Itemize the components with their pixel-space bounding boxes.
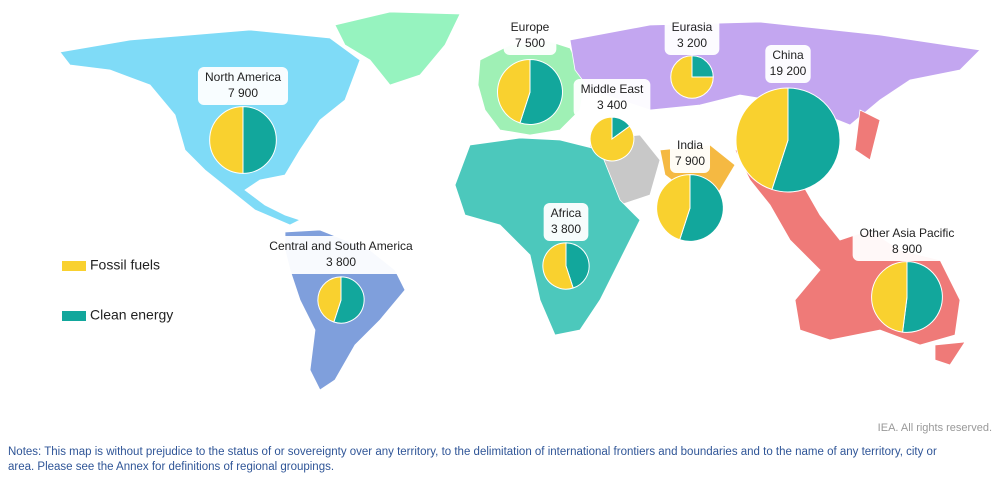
region-name: China xyxy=(772,48,804,62)
pie-slice xyxy=(242,106,277,174)
region-total: 19 200 xyxy=(770,64,807,78)
region-name: Middle East xyxy=(581,82,644,96)
label-box xyxy=(573,79,651,117)
region-name: North America xyxy=(205,70,281,84)
label-box xyxy=(543,203,589,241)
region-name: Eurasia xyxy=(672,20,713,34)
notes: Notes: This map is without prejudice to … xyxy=(8,446,937,458)
region-name: Central and South America xyxy=(269,239,413,253)
pie-slice xyxy=(691,55,714,78)
region-total: 3 400 xyxy=(597,98,627,112)
pie-slice xyxy=(565,242,590,289)
region-total: 3 800 xyxy=(326,255,356,269)
region-label: Eurasia 3 200 xyxy=(664,17,720,55)
region-total: 3 800 xyxy=(551,222,581,236)
region-label: China 19 200 xyxy=(765,45,811,83)
region-name: Other Asia Pacific xyxy=(860,226,955,240)
pie-slice xyxy=(670,55,714,99)
region-total: 7 900 xyxy=(675,154,705,168)
pie-slice xyxy=(542,242,574,290)
label-box xyxy=(197,67,289,105)
pie-slice xyxy=(589,116,635,162)
legend-label: Fossil fuels xyxy=(90,257,160,273)
pie-slice xyxy=(497,58,531,124)
label-box xyxy=(852,223,962,261)
pie-slice xyxy=(679,174,724,242)
notes: area. Please see the Annex for definitio… xyxy=(8,461,334,473)
region-total: 8 900 xyxy=(892,242,922,256)
label-box xyxy=(503,17,557,55)
pie-slice xyxy=(902,261,943,333)
label-box xyxy=(262,236,420,274)
pie-slice xyxy=(209,106,244,174)
label-box xyxy=(664,17,720,55)
label-box xyxy=(765,45,811,83)
region-label: Africa 3 800 xyxy=(543,203,589,241)
region-name: Africa xyxy=(551,206,582,220)
pie-slice xyxy=(771,87,841,193)
legend-swatch xyxy=(62,261,86,271)
region-label: Other Asia Pacific 8 900 xyxy=(852,223,962,261)
pie-slice xyxy=(735,87,789,191)
region-total: 3 200 xyxy=(677,36,707,50)
region-name: Europe xyxy=(511,20,550,34)
pie-slice xyxy=(871,261,908,333)
region-label: North America 7 900 xyxy=(197,67,289,105)
pie-slice xyxy=(656,174,691,241)
legend-swatch xyxy=(62,311,86,321)
copyright: IEA. All rights reserved. xyxy=(878,422,992,434)
region-label: India 7 900 xyxy=(669,135,711,173)
pie-slice xyxy=(519,58,563,125)
legend-label: Clean energy xyxy=(90,307,173,323)
region-total: 7 900 xyxy=(228,86,258,100)
region-total: 7 500 xyxy=(515,36,545,50)
label-box xyxy=(669,135,711,173)
region-label: Central and South America 3 800 xyxy=(262,236,420,274)
region-name: India xyxy=(677,138,703,152)
region-label: Middle East 3 400 xyxy=(573,79,651,117)
region-label: Europe 7 500 xyxy=(503,17,557,55)
pie-slice xyxy=(317,276,342,323)
